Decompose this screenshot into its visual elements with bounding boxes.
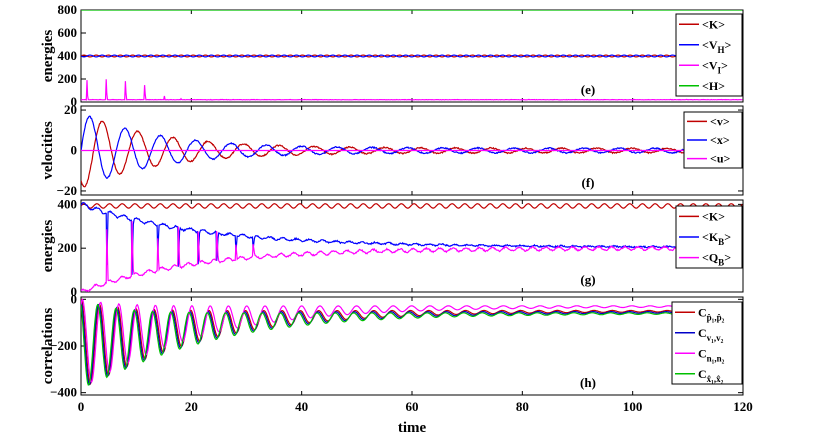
panel-label: (g)	[580, 272, 595, 287]
y-tick-label: 0	[71, 284, 78, 299]
x-tick-label: 0	[78, 399, 85, 414]
series-line-1	[81, 299, 743, 386]
series-line-0	[81, 120, 743, 188]
x-tick-label: 20	[185, 399, 198, 414]
panel-label: (e)	[581, 82, 595, 97]
x-tick-label: 60	[406, 399, 419, 414]
panel-f: −20 0 20 velocities (f) <v> <x> <u>	[40, 102, 744, 198]
legend-label: <QB>	[702, 251, 731, 268]
y-tick-label: 0	[71, 94, 78, 109]
series-line-1	[81, 202, 743, 275]
panel-h: −400 −200 0 0 20 40 60 80 100 120 correlations (h) C…	[40, 291, 753, 414]
series-line-0	[81, 203, 743, 209]
legend-label: <x>	[710, 133, 730, 147]
x-axis-label: time	[398, 420, 427, 436]
y-tick-label: 400	[58, 196, 78, 211]
legend-box	[671, 301, 743, 385]
panel-label: (f)	[582, 175, 595, 190]
y-tick-label: 600	[58, 25, 78, 40]
y-tick-label: 0	[71, 291, 78, 306]
y-axis-label: energies	[40, 220, 56, 273]
x-tick-label: 120	[733, 399, 753, 414]
series-line-0	[81, 54, 743, 58]
y-tick-label: 800	[58, 2, 78, 17]
panel-label: (h)	[580, 375, 596, 390]
legend-label: <KB>	[702, 230, 731, 247]
legend-label: <u>	[710, 152, 731, 166]
y-tick-label: 20	[64, 102, 77, 117]
y-axis-label: correlations	[40, 308, 56, 385]
legend-label: <VH>	[702, 38, 732, 55]
legend-label: Cx̂₁,x̂₂	[698, 367, 724, 384]
y-tick-label: 0	[71, 143, 78, 158]
series-line-2	[81, 298, 743, 383]
legend-label: <v>	[710, 114, 730, 128]
y-tick-label: −20	[57, 183, 77, 198]
legend-label: Cv₁,v₂	[698, 326, 724, 343]
x-tick-label: 100	[623, 399, 643, 414]
series-line-2	[81, 79, 743, 101]
legend-box	[675, 13, 743, 97]
legend-label: <VI>	[702, 58, 728, 75]
y-tick-label: 400	[58, 48, 78, 63]
y-tick-label: 200	[58, 240, 78, 255]
legend-label: <K>	[702, 17, 725, 31]
x-tick-label: 80	[516, 399, 529, 414]
legend-label: Cn₁,n₂	[698, 346, 725, 363]
y-tick-label: −400	[50, 385, 77, 400]
y-tick-label: 200	[58, 71, 78, 86]
panels-group: 0200400600800energies(e)<K><VH><VI><H>−2…	[40, 2, 753, 414]
y-axis-label: velocities	[40, 121, 56, 179]
legend-label: <H>	[702, 79, 725, 93]
axes-box	[80, 9, 744, 103]
legend-label: Cp̂₁,p̂₂	[698, 305, 725, 322]
y-tick-label: −200	[50, 338, 77, 353]
series-line-1	[81, 115, 743, 180]
legend-label: <K>	[702, 209, 725, 223]
x-tick-label: 40	[295, 399, 308, 414]
series-line-1	[81, 54, 743, 58]
series-line-3	[81, 303, 743, 386]
y-axis-label: energies	[40, 30, 56, 83]
series-line-2	[81, 220, 743, 292]
series-line-0	[81, 298, 743, 386]
